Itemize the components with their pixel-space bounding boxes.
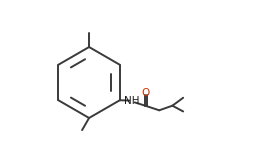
Text: O: O [141, 88, 149, 98]
Text: NH: NH [124, 96, 139, 106]
